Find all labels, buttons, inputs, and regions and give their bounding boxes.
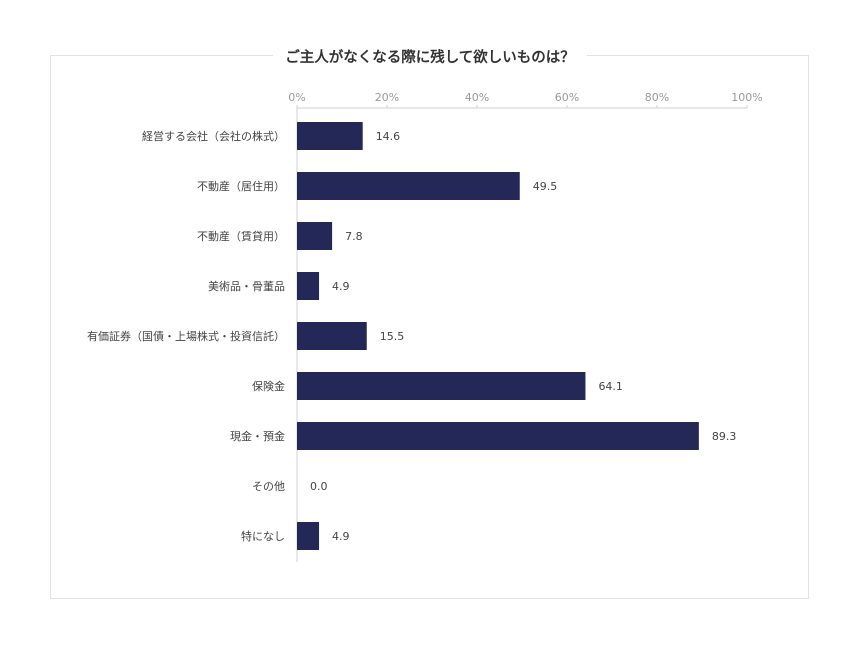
data-label: 14.6 — [376, 130, 401, 143]
category-label: 経営する会社（会社の株式） — [142, 129, 285, 143]
x-tick-label: 40% — [465, 91, 489, 104]
bar — [297, 222, 333, 250]
category-label: 有価証券（国債・上場株式・投資信託） — [87, 329, 285, 343]
data-label: 4.9 — [332, 280, 350, 293]
data-label: 4.9 — [332, 530, 350, 543]
data-label: 15.5 — [380, 330, 405, 343]
bar — [297, 172, 520, 200]
x-tick-label: 60% — [555, 91, 579, 104]
bar — [297, 522, 320, 550]
data-label: 49.5 — [533, 180, 558, 193]
data-label: 7.8 — [345, 230, 363, 243]
x-tick-label: 100% — [731, 91, 762, 104]
bar — [297, 422, 699, 450]
category-label: 特になし — [241, 529, 285, 543]
x-tick-label: 0% — [288, 91, 305, 104]
data-label: 0.0 — [310, 480, 328, 493]
bar — [297, 372, 586, 400]
category-label: 保険金 — [252, 379, 285, 393]
data-label: 64.1 — [598, 380, 623, 393]
category-label: 現金・預金 — [230, 429, 285, 443]
x-tick-label: 80% — [645, 91, 669, 104]
category-label: 美術品・骨董品 — [208, 280, 285, 293]
category-label: 不動産（居住用） — [197, 179, 285, 193]
x-tick-label: 20% — [375, 91, 399, 104]
data-label: 89.3 — [712, 430, 737, 443]
bar — [297, 272, 320, 300]
bar — [297, 322, 367, 350]
category-label: 不動産（賃貸用） — [197, 229, 285, 243]
bar — [297, 122, 363, 150]
category-label: その他 — [252, 480, 285, 493]
